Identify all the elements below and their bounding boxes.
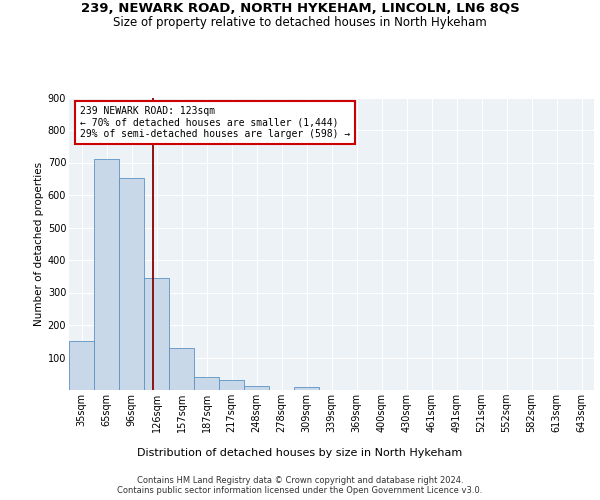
Text: Distribution of detached houses by size in North Hykeham: Distribution of detached houses by size … [137,448,463,458]
Bar [169,348,194,390]
Y-axis label: Number of detached properties: Number of detached properties [34,162,44,326]
Text: 239, NEWARK ROAD, NORTH HYKEHAM, LINCOLN, LN6 8QS: 239, NEWARK ROAD, NORTH HYKEHAM, LINCOLN… [80,2,520,16]
Bar [94,159,119,390]
Bar [219,380,244,390]
Text: Contains HM Land Registry data © Crown copyright and database right 2024.
Contai: Contains HM Land Registry data © Crown c… [118,476,482,495]
Bar [119,178,144,390]
Bar [294,387,319,390]
Text: 239 NEWARK ROAD: 123sqm
← 70% of detached houses are smaller (1,444)
29% of semi: 239 NEWARK ROAD: 123sqm ← 70% of detache… [79,106,350,140]
Bar [144,278,169,390]
Bar [194,377,219,390]
Bar [244,386,269,390]
Text: Size of property relative to detached houses in North Hykeham: Size of property relative to detached ho… [113,16,487,29]
Bar [69,341,94,390]
